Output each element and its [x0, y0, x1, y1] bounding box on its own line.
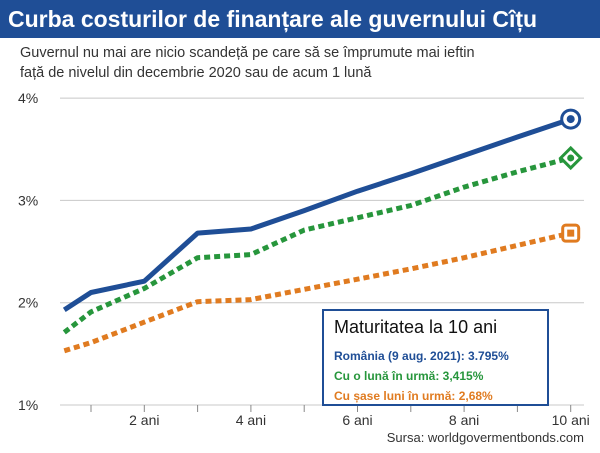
series-line-1 — [62, 155, 572, 335]
legend-item-romania: România (9 aug. 2021): 3.795% — [334, 349, 509, 363]
end-marker-circle-dot — [566, 115, 575, 124]
axis-layer: 1% 2% 3% 4% 2 ani 4 ani 6 ani 8 ani 10 ani — [18, 90, 590, 428]
source-note: Sursa: worldgovermentbonds.com — [387, 430, 584, 445]
chart-subtitle: Guvernul nu mai are nicio scandeță pe ca… — [20, 43, 580, 83]
x-tick-label: 4 ani — [236, 412, 266, 428]
subtitle-line-1: Guvernul nu mai are nicio scandeță pe ca… — [20, 45, 475, 61]
y-tick-label: 2% — [18, 295, 38, 311]
x-tick-label: 10 ani — [552, 412, 590, 428]
subtitle-line-2: față de nivelul din decembrie 2020 sau d… — [20, 65, 372, 81]
y-tick-label: 1% — [18, 397, 38, 413]
end-marker-square-dot — [567, 229, 575, 237]
marker-layer — [558, 108, 583, 243]
series-layer — [62, 116, 572, 354]
y-tick-label: 3% — [18, 192, 38, 208]
series-line-2 — [63, 230, 572, 354]
legend-title: Maturitatea la 10 ani — [334, 317, 498, 337]
x-tick-label: 8 ani — [449, 412, 479, 428]
x-tick-label: 6 ani — [342, 412, 372, 428]
legend-item-one-month: Cu o lună în urmă: 3,415% — [334, 369, 484, 383]
chart-title: Curba costurilor de finanțare ale guvern… — [0, 0, 600, 38]
series-line-0 — [62, 116, 572, 312]
x-tick-label: 2 ani — [129, 412, 159, 428]
end-marker-diamond-dot — [567, 154, 575, 162]
legend-item-six-months: Cu șase luni în urmă: 2,68% — [334, 389, 493, 403]
y-tick-label: 4% — [18, 90, 38, 106]
legend: Maturitatea la 10 ani România (9 aug. 20… — [322, 309, 549, 406]
